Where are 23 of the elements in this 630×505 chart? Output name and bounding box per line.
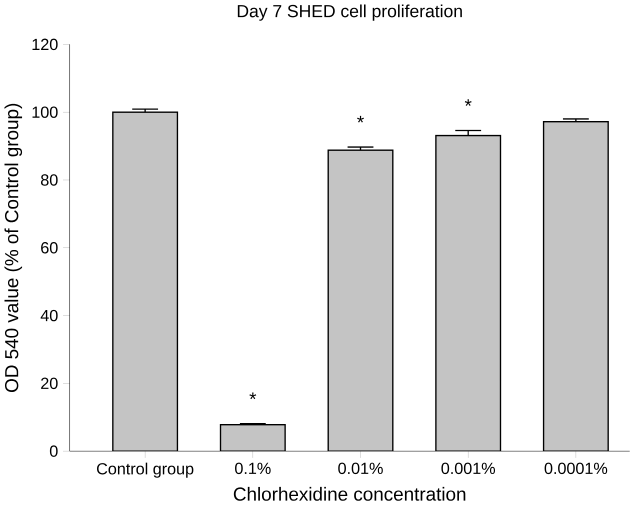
bar <box>220 424 286 452</box>
bar <box>435 134 502 452</box>
y-tick-label: 120 <box>32 38 58 50</box>
x-tick-label: 0.001% <box>441 462 496 474</box>
y-tick-label: 100 <box>32 106 58 118</box>
x-tick-label: 0.0001% <box>544 462 608 474</box>
y-tick-label: 80 <box>40 174 58 186</box>
annotation: * <box>249 392 256 399</box>
y-tick-label: 40 <box>40 310 58 322</box>
y-tick-label: 0 <box>50 445 58 457</box>
y-tick-label: 20 <box>41 378 58 389</box>
annotation: * <box>464 99 472 106</box>
y-tick-label: 60 <box>41 242 58 254</box>
y-axis-title: OD 540 value (% of Control group) <box>4 104 22 392</box>
chart-title: Day 7 SHED cell proliferation <box>238 4 462 21</box>
x-tick-label: Control group <box>97 462 194 478</box>
bar <box>542 120 609 452</box>
annotation: * <box>357 116 364 122</box>
bar <box>328 149 394 452</box>
x-tick-label: 0.01% <box>338 462 383 474</box>
x-axis-title: Chlorhexidine concentration <box>234 486 466 501</box>
bar <box>112 111 178 452</box>
x-tick-label: 0.1% <box>235 462 271 474</box>
